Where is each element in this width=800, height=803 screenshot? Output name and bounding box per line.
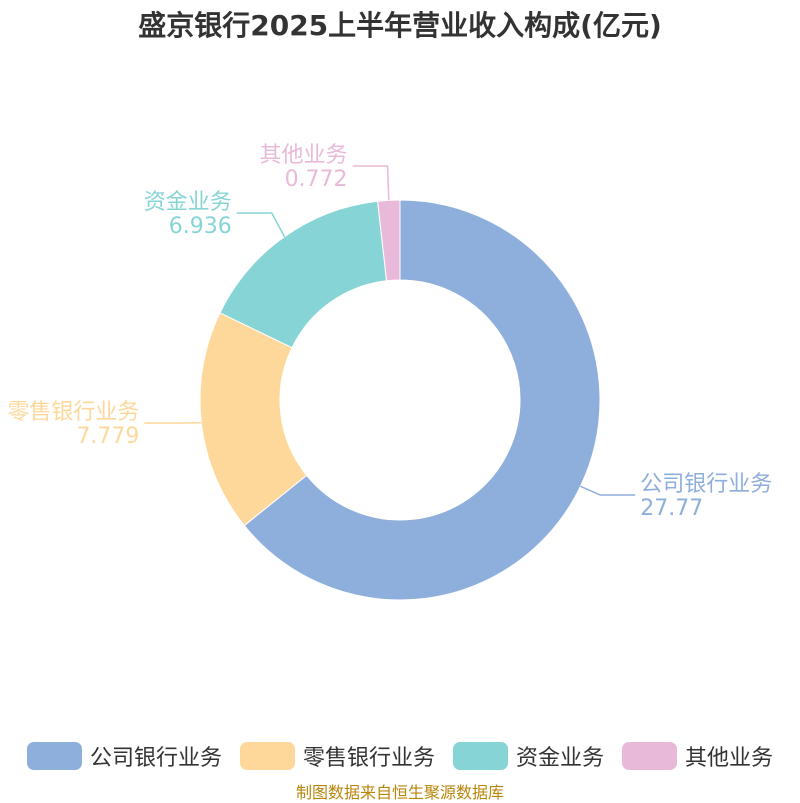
slice-value-other: 0.772 (285, 167, 348, 192)
slice-label-treasury: 资金业务 (144, 190, 232, 215)
slice-value-treasury: 6.936 (169, 214, 232, 239)
legend-item-other[interactable]: 其他业务 (622, 740, 773, 772)
legend-label-treasury: 资金业务 (516, 740, 604, 772)
legend: 公司银行业务 零售银行业务 资金业务 其他业务 (0, 736, 800, 776)
legend-swatch-other (622, 742, 677, 770)
slice-label-corporate: 公司银行业务 (640, 472, 772, 497)
legend-label-other: 其他业务 (685, 740, 773, 772)
legend-item-retail[interactable]: 零售银行业务 (240, 740, 435, 772)
leader-line-other (353, 166, 389, 200)
legend-item-corporate[interactable]: 公司银行业务 (27, 740, 222, 772)
leader-line-corporate (580, 486, 635, 495)
legend-item-treasury[interactable]: 资金业务 (453, 740, 604, 772)
slice-value-retail: 7.779 (76, 424, 139, 449)
leader-line-treasury (237, 213, 285, 237)
legend-label-corporate: 公司银行业务 (90, 740, 222, 772)
legend-swatch-retail (240, 742, 295, 770)
data-source-note: 制图数据来自恒生聚源数据库 (0, 779, 800, 803)
slice-label-other: 其他业务 (260, 143, 348, 168)
slice-value-corporate: 27.77 (640, 496, 703, 521)
legend-swatch-treasury (453, 742, 508, 770)
slice-label-retail: 零售银行业务 (7, 400, 139, 425)
legend-label-retail: 零售银行业务 (303, 740, 435, 772)
legend-swatch-corporate (27, 742, 82, 770)
